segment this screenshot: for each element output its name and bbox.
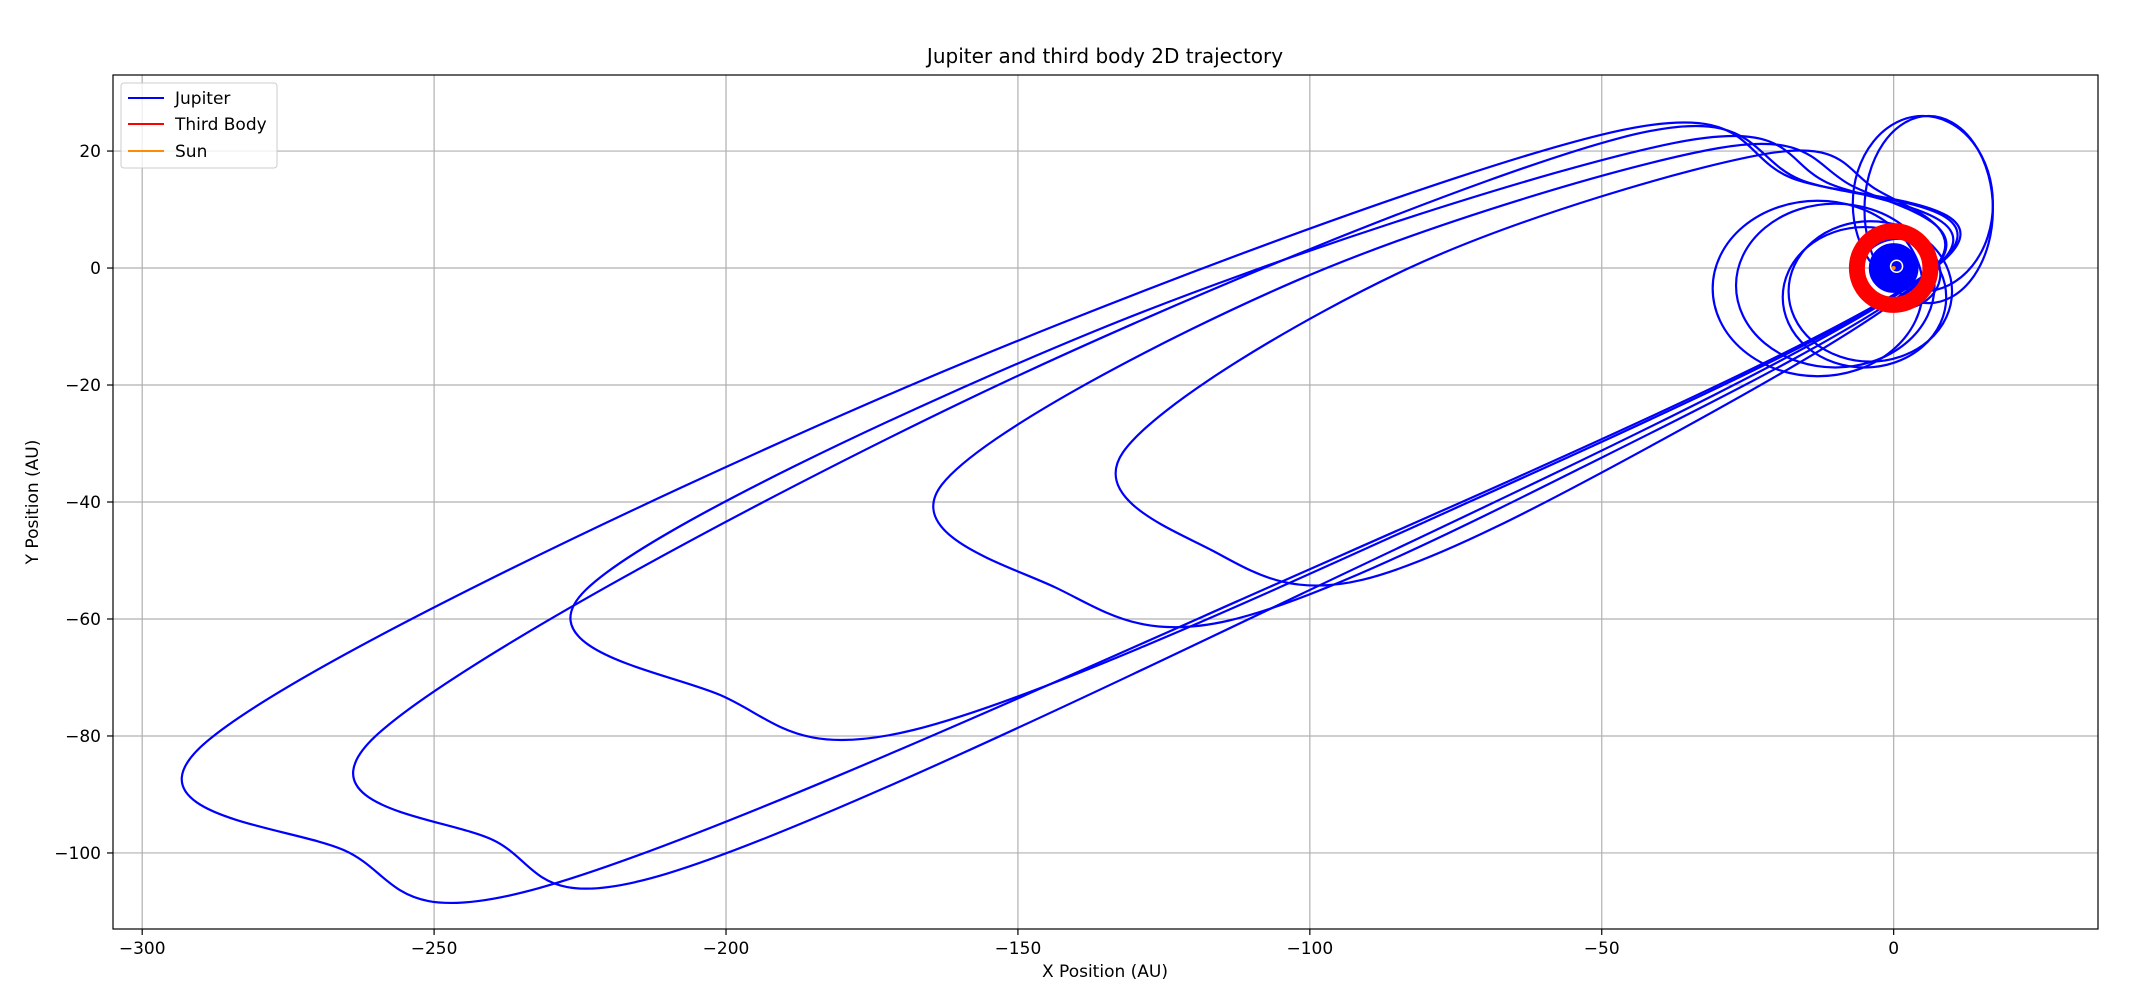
plot-area	[180, 114, 1995, 905]
sun-marker	[1891, 266, 1896, 271]
x-axis-label: X Position (AU)	[1042, 962, 1168, 982]
legend-label-sun: Sun	[175, 142, 207, 162]
y-tick-label: −20	[65, 376, 101, 396]
grid	[113, 75, 2098, 929]
chart-title: Jupiter and third body 2D trajectory	[925, 44, 1283, 68]
x-tick-label: −200	[703, 939, 750, 959]
jupiter-trajectory-small-loop	[1863, 114, 1995, 305]
y-axis-label: Y Position (AU)	[23, 440, 43, 566]
third-body-trajectory	[1848, 223, 1939, 313]
x-tick-label: 0	[1888, 939, 1899, 959]
jupiter-trajectory-small-loop	[1787, 220, 1954, 363]
x-tick-label: −250	[411, 939, 458, 959]
legend-box	[120, 82, 278, 169]
y-tick-label: −40	[65, 493, 101, 513]
y-tick-label: −80	[65, 727, 101, 747]
x-axis: −300 −250 −200 −150 −100 −50 0	[119, 929, 1899, 959]
x-tick-label: −300	[119, 939, 166, 959]
legend: Jupiter Third Body Sun	[120, 82, 278, 169]
x-tick-label: −100	[1286, 939, 1333, 959]
legend-label-third-body: Third Body	[174, 115, 267, 135]
y-tick-label: −100	[54, 844, 101, 864]
y-tick-label: −60	[65, 610, 101, 630]
series-layer	[180, 114, 1995, 905]
y-tick-label: 20	[79, 142, 101, 162]
legend-label-jupiter: Jupiter	[174, 89, 230, 109]
y-tick-label: 0	[90, 259, 101, 279]
jupiter-inner-orbit-detail	[1889, 259, 1904, 274]
y-axis: 20 0 −20 −40 −60 −80 −100	[54, 142, 113, 864]
x-tick-label: −150	[995, 939, 1042, 959]
x-tick-label: −50	[1584, 939, 1620, 959]
